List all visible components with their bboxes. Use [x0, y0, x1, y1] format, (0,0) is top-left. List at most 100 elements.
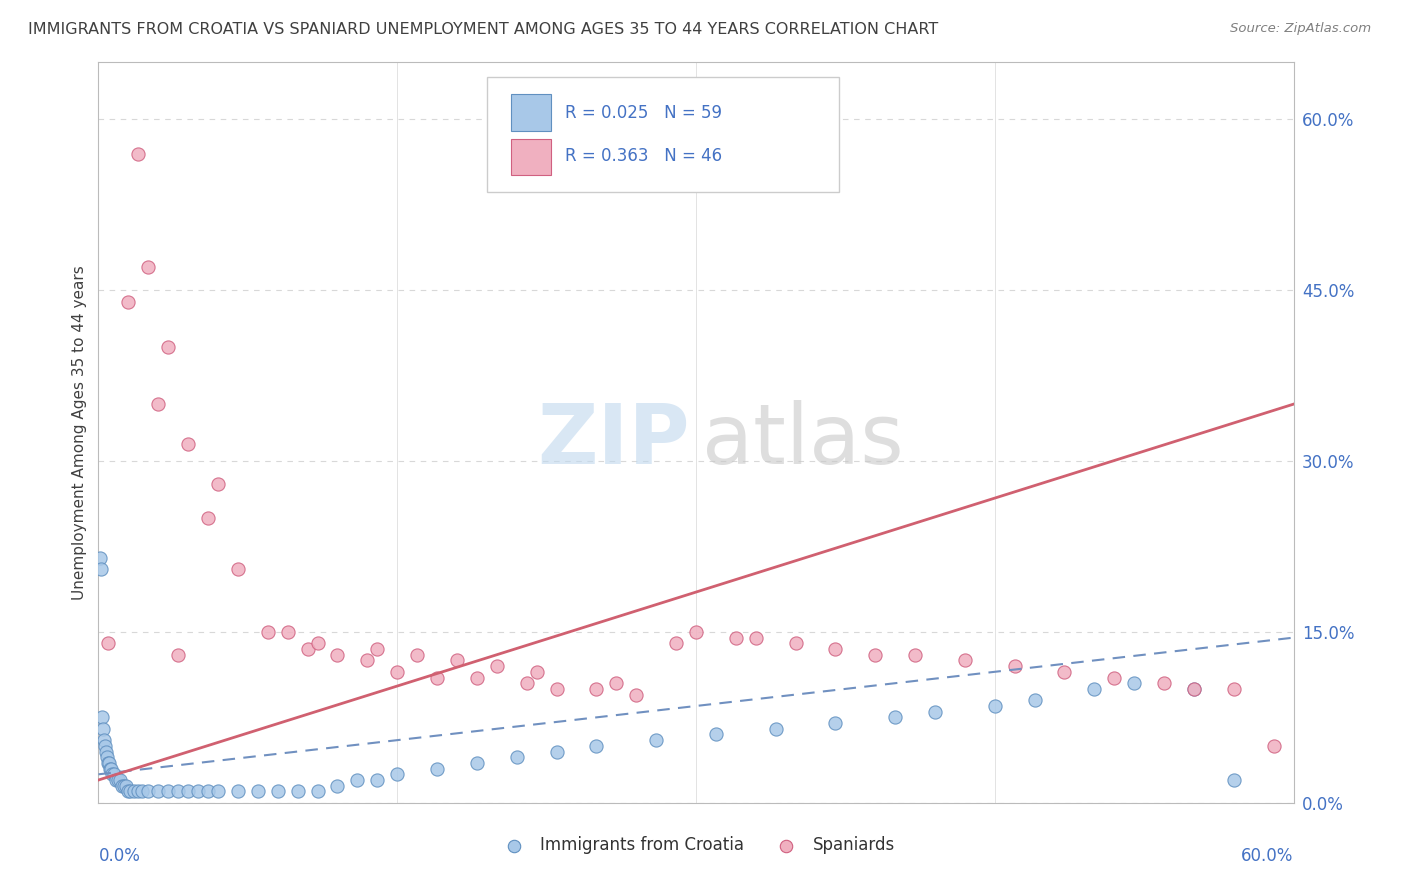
Point [120, 784, 142, 798]
Point [1223, 681, 1246, 696]
Point [107, 772, 129, 787]
Point [187, 784, 209, 798]
Point [665, 636, 688, 650]
Point [307, 636, 329, 650]
Point [446, 653, 468, 667]
Point [704, 727, 727, 741]
Point [115, 779, 138, 793]
Y-axis label: Unemployment Among Ages 35 to 44 years: Unemployment Among Ages 35 to 44 years [72, 265, 87, 600]
Point [745, 631, 768, 645]
Point [103, 767, 125, 781]
Point [356, 653, 378, 667]
Point [1182, 681, 1205, 696]
Point [177, 784, 200, 798]
Point [297, 642, 319, 657]
Point [148, 784, 170, 798]
Point [226, 784, 249, 798]
Point [506, 750, 529, 764]
Point [96, 750, 118, 764]
Point [111, 779, 134, 793]
Point [426, 671, 449, 685]
Point [366, 642, 388, 657]
Point [865, 648, 887, 662]
Point [112, 779, 135, 793]
Point [1123, 676, 1146, 690]
Point [148, 397, 170, 411]
Point [824, 642, 846, 657]
Point [546, 745, 568, 759]
Point [117, 784, 139, 798]
Point [136, 260, 159, 275]
Point [465, 756, 488, 770]
Point [385, 665, 409, 679]
Point [1223, 772, 1246, 787]
Point [127, 784, 149, 798]
Point [346, 772, 368, 787]
Point [136, 784, 159, 798]
Point [105, 772, 128, 787]
Point [89, 550, 111, 565]
Point [1053, 665, 1076, 679]
Point [124, 784, 146, 798]
Point [924, 705, 946, 719]
Point [94, 739, 117, 753]
Point [645, 733, 668, 747]
Text: 0.0%: 0.0% [98, 847, 141, 865]
Legend: Immigrants from Croatia, Spaniards: Immigrants from Croatia, Spaniards [491, 830, 901, 861]
Point [97, 636, 120, 650]
Point [256, 624, 278, 639]
Point [1263, 739, 1285, 753]
Point [277, 624, 299, 639]
Text: IMMIGRANTS FROM CROATIA VS SPANIARD UNEMPLOYMENT AMONG AGES 35 TO 44 YEARS CORRE: IMMIGRANTS FROM CROATIA VS SPANIARD UNEM… [28, 22, 938, 37]
Point [226, 562, 249, 576]
Point [426, 762, 449, 776]
Point [1104, 671, 1126, 685]
Point [585, 739, 607, 753]
Point [546, 681, 568, 696]
Point [685, 624, 707, 639]
Point [485, 659, 508, 673]
Point [117, 294, 139, 309]
Point [93, 722, 115, 736]
Point [98, 762, 122, 776]
FancyBboxPatch shape [510, 95, 551, 130]
Point [287, 784, 309, 798]
Point [326, 779, 349, 793]
Point [984, 698, 1007, 713]
Point [585, 681, 607, 696]
Text: 60.0%: 60.0% [1241, 847, 1294, 865]
Text: Source: ZipAtlas.com: Source: ZipAtlas.com [1230, 22, 1371, 36]
Point [91, 710, 114, 724]
Text: atlas: atlas [702, 400, 904, 481]
Point [90, 562, 112, 576]
FancyBboxPatch shape [486, 78, 839, 192]
Point [157, 340, 180, 354]
Point [605, 676, 627, 690]
Point [93, 733, 115, 747]
Point [1083, 681, 1105, 696]
Point [785, 636, 807, 650]
FancyBboxPatch shape [510, 138, 551, 175]
Point [406, 648, 429, 662]
Point [101, 767, 124, 781]
Point [884, 710, 907, 724]
Point [765, 722, 787, 736]
Point [197, 784, 219, 798]
Point [1004, 659, 1026, 673]
Text: R = 0.363   N = 46: R = 0.363 N = 46 [565, 147, 721, 165]
Point [157, 784, 180, 798]
Point [246, 784, 269, 798]
Point [1024, 693, 1046, 707]
Point [167, 648, 190, 662]
Point [96, 745, 118, 759]
Point [824, 716, 846, 731]
Point [100, 762, 122, 776]
Point [526, 665, 548, 679]
Point [326, 648, 349, 662]
Point [167, 784, 190, 798]
Point [385, 767, 409, 781]
Text: R = 0.025   N = 59: R = 0.025 N = 59 [565, 103, 721, 122]
Text: ZIP: ZIP [537, 400, 690, 481]
Point [127, 146, 149, 161]
Point [267, 784, 290, 798]
